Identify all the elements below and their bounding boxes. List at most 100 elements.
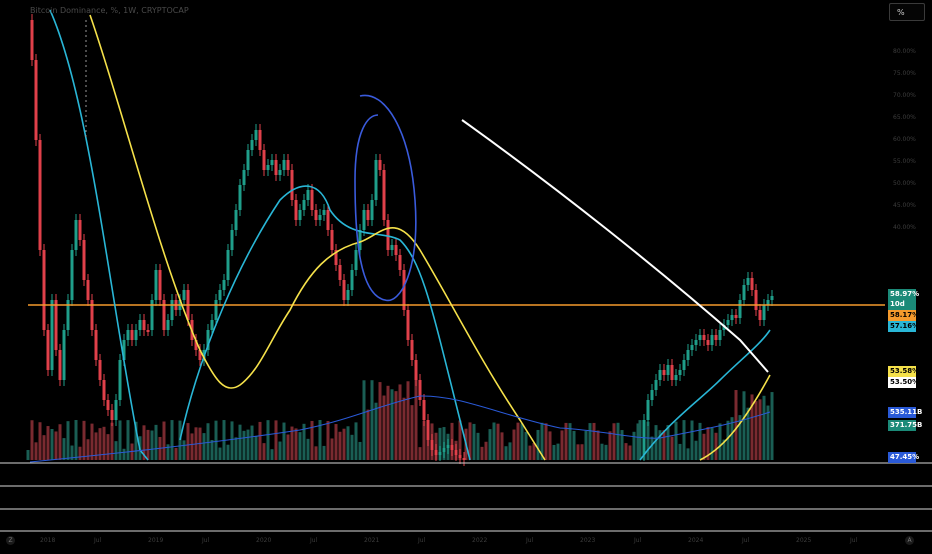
volume-bar xyxy=(326,421,330,460)
volume-bar xyxy=(584,430,588,460)
candle-body xyxy=(218,290,222,300)
candle-body xyxy=(82,240,86,280)
volume-bar xyxy=(632,431,636,460)
candle-body xyxy=(302,200,306,210)
volume-bar xyxy=(762,395,766,460)
volume-bar xyxy=(718,423,722,460)
volume-bar xyxy=(746,407,750,460)
candle-body xyxy=(130,330,134,340)
volume-bar xyxy=(638,420,642,460)
time-axis-label: Jul xyxy=(202,537,210,544)
candle-body xyxy=(206,330,210,350)
volume-bar xyxy=(390,389,394,460)
volume-bar xyxy=(274,420,278,460)
volume-bar xyxy=(500,432,504,460)
candle-body xyxy=(86,280,90,300)
volume-bar xyxy=(358,441,362,460)
candle-body xyxy=(442,448,446,452)
price-tag: 10d 9h xyxy=(888,299,916,319)
candle-body xyxy=(118,360,122,400)
volume-bar xyxy=(662,430,666,460)
volume-bar xyxy=(564,422,568,460)
volume-bar xyxy=(74,420,78,460)
candle-body xyxy=(338,265,342,280)
time-axis-label: 2025 xyxy=(796,537,812,544)
volume-bar xyxy=(370,380,374,460)
candle-body xyxy=(670,365,674,380)
candle-body xyxy=(242,170,246,185)
volume-bar xyxy=(592,422,596,460)
volume-bar xyxy=(378,382,382,460)
volume-bar xyxy=(714,432,718,460)
volume-bar xyxy=(406,381,410,460)
candle-body xyxy=(346,290,350,300)
candle-body xyxy=(342,280,346,300)
volume-bar xyxy=(350,434,354,460)
auto-scale-button[interactable]: A xyxy=(905,536,914,545)
volume-bar xyxy=(306,438,310,460)
volume-bar xyxy=(674,421,678,460)
volume-bar xyxy=(770,392,774,460)
candle-body xyxy=(438,452,442,455)
candle-body xyxy=(58,350,62,380)
volume-average xyxy=(29,395,771,463)
time-axis-label: Jul xyxy=(634,537,642,544)
volume-bar xyxy=(150,430,154,460)
volume-bar xyxy=(174,447,178,460)
volume-bar xyxy=(734,390,738,460)
candle-body xyxy=(106,400,110,410)
candle-body xyxy=(350,270,354,290)
volume-bar xyxy=(270,449,274,460)
volume-bar xyxy=(604,444,608,460)
volume-bar xyxy=(146,429,150,460)
time-axis-label: 2019 xyxy=(148,537,164,544)
candle-body xyxy=(98,360,102,380)
volume-bar xyxy=(560,430,564,460)
volume-bar xyxy=(70,445,74,460)
candle-body xyxy=(278,170,282,175)
volume-bar xyxy=(214,420,218,460)
volume-bar xyxy=(650,436,654,460)
volume-bar xyxy=(382,395,386,460)
candle-body xyxy=(78,220,82,240)
candle-body xyxy=(426,420,430,440)
candle-body xyxy=(434,450,438,455)
time-axis-label: 2022 xyxy=(472,537,488,544)
volume-bar xyxy=(706,427,710,460)
volume-bar xyxy=(166,444,170,460)
volume-bar xyxy=(694,440,698,460)
candle-body xyxy=(234,210,238,230)
candle-body xyxy=(262,150,266,170)
candle-body xyxy=(406,310,410,340)
candle-body xyxy=(50,300,54,370)
volume-bar xyxy=(730,417,734,460)
candle-body xyxy=(662,370,666,375)
candle-body xyxy=(94,330,98,360)
volume-bar xyxy=(620,430,624,460)
candle-body xyxy=(414,360,418,380)
volume-bar xyxy=(624,443,628,460)
volume-bar xyxy=(576,444,580,460)
candle-body xyxy=(454,450,458,455)
candle-body xyxy=(714,335,718,340)
timezone-button[interactable]: Z xyxy=(6,536,15,545)
price-tag: 58.17% xyxy=(888,310,920,321)
volume-bar xyxy=(596,430,600,460)
time-axis-label: Jul xyxy=(310,537,318,544)
candle-body xyxy=(430,440,434,450)
volume-bar xyxy=(540,422,544,460)
volume-bar xyxy=(398,384,402,460)
candle-body xyxy=(726,320,730,325)
scale-percent-button[interactable]: % xyxy=(889,3,925,21)
volume-bar xyxy=(30,420,34,460)
volume-bar xyxy=(314,446,318,460)
volume-bar xyxy=(492,422,496,460)
candle-body xyxy=(710,335,714,345)
candle-body xyxy=(738,300,742,318)
volume-bar xyxy=(552,444,556,460)
volume-bar xyxy=(568,423,572,460)
volume-bar xyxy=(512,429,516,460)
time-axis-label: 2024 xyxy=(688,537,704,544)
